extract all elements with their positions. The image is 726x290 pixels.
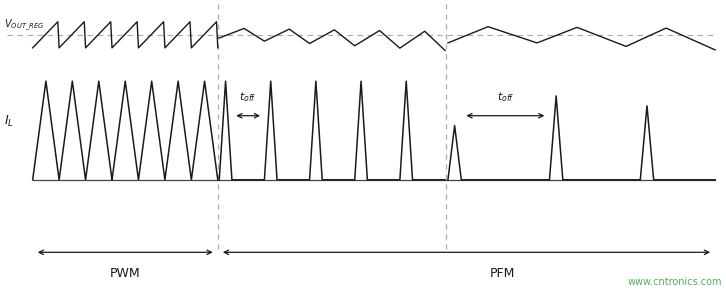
Text: PFM: PFM: [490, 267, 515, 280]
Text: $t_{off}$: $t_{off}$: [497, 90, 514, 104]
Text: PWM: PWM: [110, 267, 141, 280]
Text: $I_L$: $I_L$: [4, 114, 14, 129]
Text: $V_{OUT\_REG}$: $V_{OUT\_REG}$: [4, 18, 44, 33]
Text: $t_{off}$: $t_{off}$: [240, 90, 257, 104]
Text: www.cntronics.com: www.cntronics.com: [628, 277, 722, 287]
